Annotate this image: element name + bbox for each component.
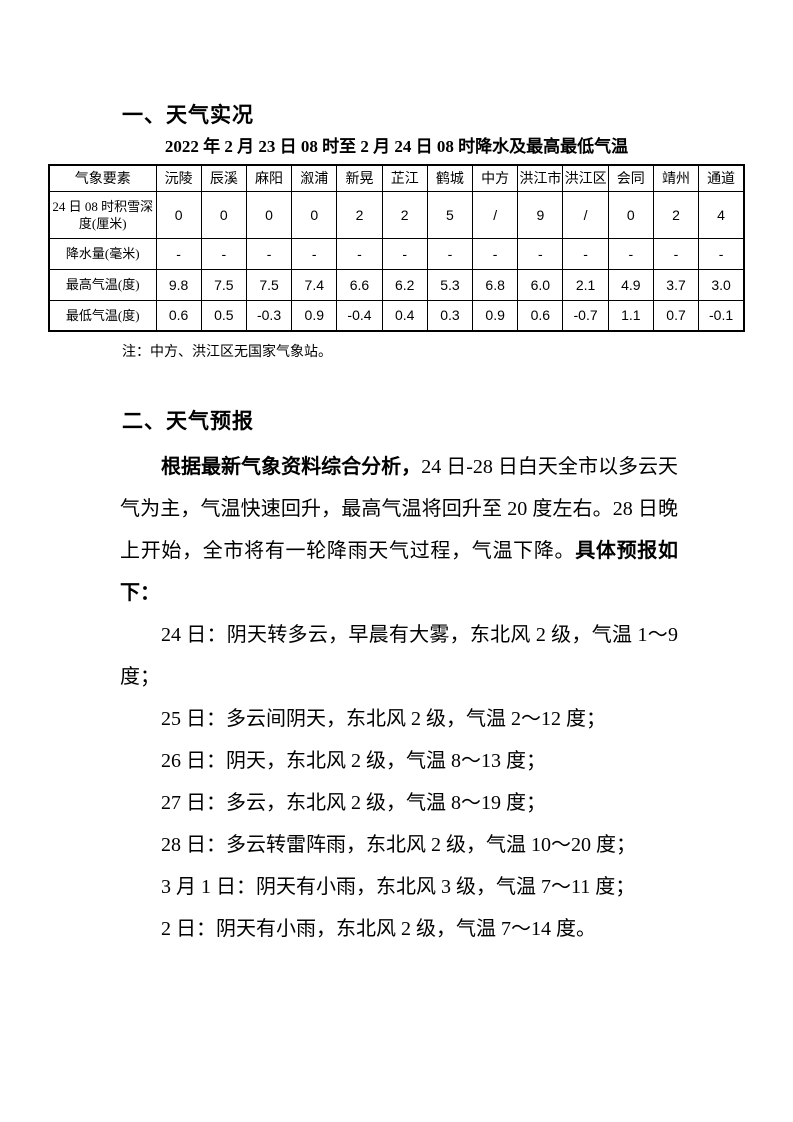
value-cell: 0 (607, 190, 654, 239)
value-cell: - (426, 237, 474, 270)
table-row-precipitation: 降水量(毫米) - - - - - - - - - - - - - (48, 237, 745, 270)
column-header-station: 中方 (472, 164, 519, 192)
value-cell: 6.8 (472, 268, 519, 301)
value-cell: 6.0 (517, 268, 564, 301)
value-cell: 7.5 (200, 268, 247, 301)
value-cell: 3.7 (652, 268, 700, 301)
value-cell: -0.7 (562, 299, 609, 332)
forecast-day-25: 25 日：多云间阴天，东北风 2 级，气温 2～12 度； (161, 708, 606, 730)
value-cell: 7.5 (245, 268, 293, 301)
value-cell: - (698, 237, 745, 270)
value-cell: 0.6 (517, 299, 564, 332)
weather-table: 气象要素 沅陵 辰溪 麻阳 溆浦 新晃 芷江 鹤城 中方 洪江市 洪江区 会同 … (48, 164, 745, 332)
column-header-station: 洪江区 (562, 164, 609, 192)
forecast-day-27: 27 日：多云，东北风 2 级，气温 8～19 度； (161, 792, 546, 814)
value-cell: 7.4 (291, 268, 338, 301)
value-cell: - (472, 237, 519, 270)
table-title: 2022 年 2 月 23 日 08 时至 2 月 24 日 08 时降水及最高… (164, 137, 629, 156)
value-cell: 0.6 (155, 299, 202, 332)
value-cell: 9.8 (155, 268, 202, 301)
forecast-day-mar-2: 2 日：阴天有小雨，东北风 2 级，气温 7～14 度。 (161, 918, 596, 940)
row-label: 最低气温(度) (48, 299, 157, 332)
forecast-intro-text: 24 日-28 日白天全市以多云天气为主，气温快速回升，最高气温将回升至 20 … (120, 456, 678, 562)
value-cell: 0 (200, 190, 247, 239)
forecast-body: 根据最新气象资料综合分析，24 日-28 日白天全市以多云天气为主，气温快速回升… (120, 446, 678, 950)
value-cell: 0.3 (426, 299, 474, 332)
value-cell: - (652, 237, 700, 270)
value-cell: 4 (698, 190, 745, 239)
row-label: 24 日 08 时积雪深度(厘米) (48, 190, 157, 239)
value-cell: - (155, 237, 202, 270)
value-cell: 2 (381, 190, 428, 239)
value-cell: -0.1 (698, 299, 745, 332)
value-cell: 0.5 (200, 299, 247, 332)
value-cell: 0.9 (472, 299, 519, 332)
column-header-station: 辰溪 (200, 164, 247, 192)
value-cell: 0 (245, 190, 293, 239)
value-cell: 2 (652, 190, 700, 239)
forecast-intro-tail: 具体预报如下： (120, 540, 679, 604)
table-row-max-temp: 最高气温(度) 9.8 7.5 7.5 7.4 6.6 6.2 5.3 6.8 … (48, 268, 745, 301)
forecast-day-24: 24 日：阴天转多云，早晨有大雾，东北风 2 级，气温 1～9 度； (120, 624, 678, 688)
column-header-station: 通道 (698, 164, 745, 192)
value-cell: - (517, 237, 564, 270)
value-cell: 0.9 (291, 299, 338, 332)
table-note: 注：中方、洪江区无国家气象站。 (122, 345, 332, 360)
table-header-row: 气象要素 沅陵 辰溪 麻阳 溆浦 新晃 芷江 鹤城 中方 洪江市 洪江区 会同 … (48, 164, 745, 192)
value-cell: - (245, 237, 293, 270)
section-1-heading: 一、天气实况 (122, 104, 254, 127)
column-header-station: 洪江市 (517, 164, 564, 192)
value-cell: 1.1 (607, 299, 654, 332)
value-cell: - (381, 237, 428, 270)
value-cell: - (291, 237, 338, 270)
column-header-station: 溆浦 (291, 164, 338, 192)
forecast-intro-lead: 根据最新气象资料综合分析， (161, 456, 422, 478)
value-cell: 4.9 (607, 268, 654, 301)
forecast-day-28: 28 日：多云转雷阵雨，东北风 2 级，气温 10～20 度； (161, 834, 636, 856)
value-cell: / (562, 190, 609, 239)
forecast-day-mar-1: 3 月 1 日：阴天有小雨，东北风 3 级，气温 7～11 度； (161, 876, 636, 898)
value-cell: 5 (426, 190, 474, 239)
column-header-station: 麻阳 (245, 164, 293, 192)
value-cell: 6.6 (336, 268, 383, 301)
column-header-element: 气象要素 (48, 164, 157, 192)
value-cell: 0.7 (652, 299, 700, 332)
row-label: 最高气温(度) (48, 268, 157, 301)
value-cell: -0.4 (336, 299, 383, 332)
value-cell: 9 (517, 190, 564, 239)
value-cell: 0.4 (381, 299, 428, 332)
value-cell: - (607, 237, 654, 270)
forecast-day-26: 26 日：阴天，东北风 2 级，气温 8～13 度； (161, 750, 546, 772)
forecast-intro-paragraph: 根据最新气象资料综合分析，24 日-28 日白天全市以多云天气为主，气温快速回升… (120, 446, 678, 614)
value-cell: 3.0 (698, 268, 745, 301)
value-cell: / (472, 190, 519, 239)
table-row-min-temp: 最低气温(度) 0.6 0.5 -0.3 0.9 -0.4 0.4 0.3 0.… (48, 299, 745, 332)
column-header-station: 鹤城 (426, 164, 474, 192)
column-header-station: 芷江 (381, 164, 428, 192)
value-cell: 0 (291, 190, 338, 239)
value-cell: - (200, 237, 247, 270)
column-header-station: 沅陵 (155, 164, 202, 192)
value-cell: 6.2 (381, 268, 428, 301)
value-cell: - (562, 237, 609, 270)
table-row-snow-depth: 24 日 08 时积雪深度(厘米) 0 0 0 0 2 2 5 / 9 / 0 … (48, 190, 745, 239)
row-label: 降水量(毫米) (48, 237, 157, 270)
column-header-station: 会同 (607, 164, 654, 192)
value-cell: 2 (336, 190, 383, 239)
value-cell: -0.3 (245, 299, 293, 332)
value-cell: 2.1 (562, 268, 609, 301)
column-header-station: 靖州 (652, 164, 700, 192)
value-cell: 0 (155, 190, 202, 239)
value-cell: 5.3 (426, 268, 474, 301)
column-header-station: 新晃 (336, 164, 383, 192)
section-2-heading: 二、天气预报 (122, 410, 254, 433)
value-cell: - (336, 237, 383, 270)
